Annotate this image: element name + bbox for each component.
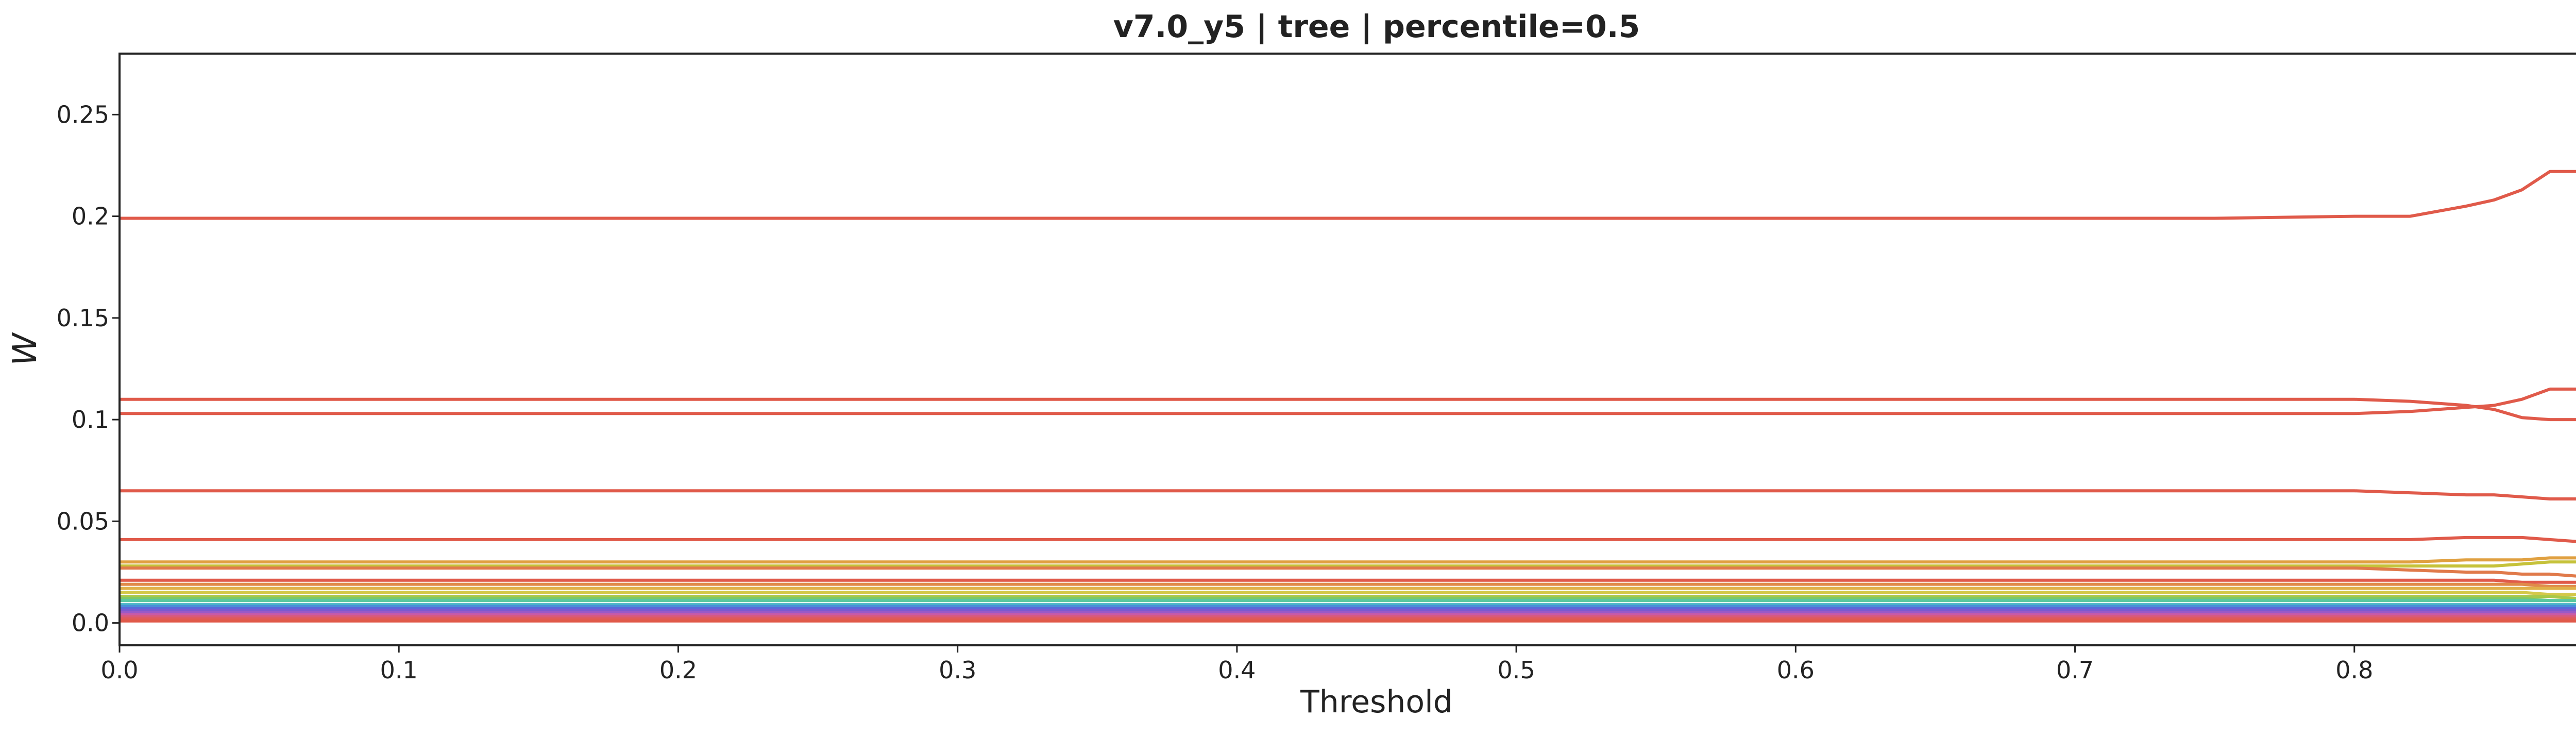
x-tick-label: 0.1 — [380, 656, 418, 684]
x-tick-label: 0.5 — [1498, 656, 1535, 684]
x-tick-label: 0.2 — [659, 656, 697, 684]
series-line-s5 — [120, 536, 2576, 543]
y-tick-label: 0.05 — [57, 507, 109, 535]
series-line-s1 — [120, 170, 2576, 220]
x-tick-label: 0.6 — [1777, 656, 1815, 684]
series-line-s3 — [120, 387, 2576, 415]
series-line-s6 — [120, 556, 2576, 564]
series-line-s13 — [120, 595, 2576, 600]
x-tick-label: 0.4 — [1218, 656, 1256, 684]
x-axis-label: Threshold — [1300, 684, 1453, 720]
x-tick-label: 0.0 — [100, 656, 138, 684]
series-line-s9 — [120, 578, 2576, 584]
y-tick-label: 0.1 — [72, 406, 109, 433]
series-line-s8 — [120, 566, 2576, 578]
y-axis-label: W — [6, 332, 44, 366]
y-tick-label: 0.25 — [57, 101, 109, 128]
series-line-s2 — [120, 397, 2576, 422]
chart-title: v7.0_y5 | tree | percentile=0.5 — [1113, 9, 1640, 45]
x-tick-label: 0.8 — [2335, 656, 2373, 684]
x-axis-ticks: 0.00.10.20.30.40.50.60.70.80.9 — [100, 645, 2373, 684]
x-tick-label: 0.7 — [2056, 656, 2094, 684]
series-line-s4 — [120, 489, 2576, 500]
y-tick-label: 0.2 — [72, 203, 109, 230]
series-line-s11 — [120, 587, 2576, 590]
series-line-s7 — [120, 560, 2576, 568]
series-lines — [120, 170, 2576, 623]
y-tick-label: 0.0 — [72, 609, 109, 637]
plot-area-frame — [118, 53, 2576, 646]
series-line-s12 — [120, 591, 2576, 596]
series-line-s15 — [120, 599, 2576, 603]
x-tick-label: 0.3 — [939, 656, 976, 684]
y-tick-label: 0.15 — [57, 304, 109, 332]
series-line-s10 — [120, 582, 2576, 588]
y-axis-ticks: 0.0 0.05 0.1 0.15 0.2 0.25 — [57, 101, 120, 637]
